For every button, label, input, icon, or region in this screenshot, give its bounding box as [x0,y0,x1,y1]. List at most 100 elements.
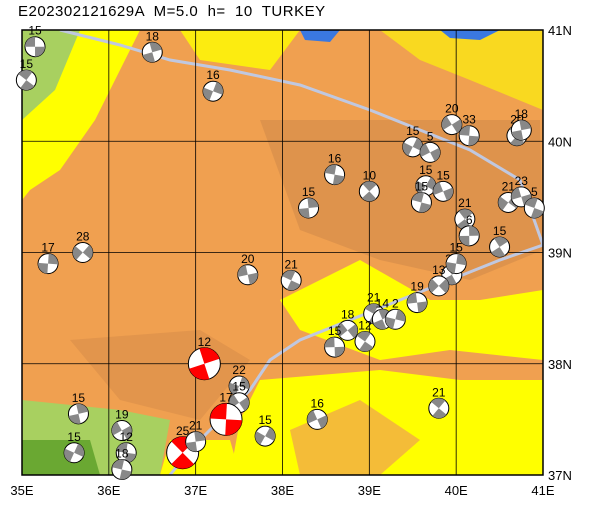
beachball-quadrant [38,262,49,274]
beachball-event[interactable]: 15 [489,224,511,258]
event-depth-label: 21 [367,291,381,305]
beachball-event[interactable]: 20 [237,252,259,286]
beachball-quadrant [332,174,345,185]
event-depth-label: 21 [189,419,203,433]
beachball-event[interactable]: 28 [72,230,94,263]
beachball-event[interactable]: 15 [67,391,89,425]
beachball-quadrant [491,246,506,257]
beachball-event[interactable]: 2 [384,296,406,330]
beachball-event[interactable]: 16 [306,396,328,430]
beachball-quadrant [199,347,220,364]
beachball-quadrant [307,198,319,208]
event-depth-label: 17 [219,390,233,404]
beachball-quadrant [239,376,250,390]
event-depth-label: 18 [515,107,529,121]
beachball-event[interactable]: 17 [209,390,243,436]
beachball-event[interactable]: 18 [337,307,359,341]
beachball-event[interactable]: 20 [441,102,463,136]
event-depth-label: 21 [432,385,446,399]
event-depth-label: 15 [72,391,86,405]
beachball-event[interactable]: 15 [24,24,46,58]
beachball-quadrant [185,441,198,452]
beachball-event[interactable]: 12 [354,319,376,352]
beachball-quadrant [229,382,240,396]
beachball-quadrant [494,236,508,247]
beachball-quadrant [255,431,266,445]
beachball-event[interactable]: 5 [419,129,441,163]
lon-tick-label: 38E [271,483,294,498]
event-depth-label: 5 [531,185,538,199]
lon-tick-label: 37E [184,483,207,498]
event-depth-label: 16 [311,396,325,410]
beachball-event[interactable]: 15 [15,57,37,91]
beachball-event[interactable]: 12 [187,335,221,381]
map-frame [21,29,544,476]
beachball-quadrant [438,278,449,294]
beachball-event[interactable]: 19 [111,408,133,441]
beachball-event[interactable]: 22 [228,363,250,397]
beachball-quadrant [213,81,224,95]
beachball-event[interactable]: 15 [324,324,346,358]
beachball-quadrant [324,337,335,348]
beachball-event[interactable]: 33 [458,113,480,147]
beachball-event[interactable]: 15 [63,430,85,464]
lon-tick-label: 40E [445,483,468,498]
beachball-event[interactable]: 18 [141,29,163,63]
beachball-event[interactable]: 21 [428,385,450,419]
beachball-quadrant [119,469,132,480]
event-depth-label: 15 [328,324,342,338]
beachball-event[interactable]: 17 [37,241,59,275]
lon-tick-label: 41E [531,483,554,498]
beachball-quadrant [347,324,358,339]
beachball-quadrant [407,292,418,304]
beachball-quadrant [511,187,522,200]
beachball-event[interactable]: 21 [185,419,207,453]
beachball-event[interactable]: 16 [324,152,346,186]
beachball-event[interactable]: 21 [280,257,302,291]
beachball-quadrant [469,225,480,236]
event-depth-label: 10 [363,168,377,182]
event-depth-label: 15 [449,241,463,255]
beachball-quadrant [411,192,425,203]
beachball-quadrant [298,208,310,218]
event-depth-label: 20 [445,102,459,116]
beachball-event[interactable]: 15 [445,241,467,275]
beachball-event[interactable]: 15 [298,185,320,219]
beachball-event[interactable]: 15 [415,163,437,197]
beachball-event[interactable]: 18 [510,107,532,141]
beachball-quadrant [18,70,33,81]
event-depth-label: 18 [341,307,355,321]
event-depth-label: 13 [432,263,446,277]
beachball-quadrant [74,443,85,457]
event-depth-label: 14 [376,296,390,310]
beachball-event[interactable]: 5 [523,185,545,219]
beachball-event[interactable]: 18 [111,446,133,480]
beachball-quadrant [402,142,413,156]
beachball-quadrant [433,182,444,196]
event-depth-label: 15 [493,224,507,238]
beachball-event[interactable]: 15 [402,124,424,158]
event-depth-label: 15 [67,430,81,444]
beachball-quadrant [430,147,441,162]
beachball-quadrant [307,410,318,424]
beachball-quadrant [431,398,446,409]
beachball-event[interactable]: 19 [406,280,428,314]
beachball-quadrant [385,316,396,329]
beachball-quadrant [365,303,379,314]
event-depth-label: 16 [328,152,342,166]
beachball-event[interactable]: 15 [432,168,454,202]
beachball-quadrant [511,130,524,141]
beachball-quadrant [412,137,423,152]
beachball-event[interactable]: 16 [202,68,224,102]
beachball-event[interactable]: 10 [358,168,380,202]
beachball-quadrant [362,181,377,192]
beachball-quadrant [286,280,301,291]
beachball-quadrant [121,425,132,440]
beachball-quadrant [441,116,452,130]
beachball-event[interactable]: 15 [410,179,432,213]
beachball-event[interactable]: 15 [254,413,276,447]
beachball-event[interactable]: 6 [458,213,480,247]
beachball-event[interactable]: 13 [428,263,450,297]
